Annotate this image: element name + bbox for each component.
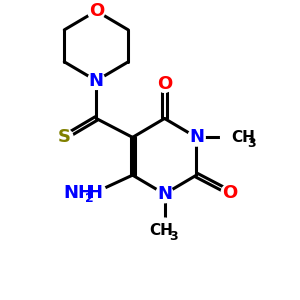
Text: NH: NH (63, 184, 93, 202)
Text: N: N (89, 72, 104, 90)
Text: N: N (157, 185, 172, 203)
Circle shape (224, 129, 242, 146)
Text: S: S (58, 128, 71, 146)
Circle shape (84, 182, 106, 204)
Circle shape (88, 72, 105, 89)
Circle shape (156, 185, 173, 203)
Text: CH: CH (231, 130, 255, 145)
Circle shape (152, 218, 177, 242)
Text: N: N (189, 128, 204, 146)
Circle shape (156, 222, 173, 239)
Text: CH: CH (149, 223, 173, 238)
Text: H: H (87, 184, 102, 202)
Circle shape (188, 129, 205, 146)
Text: 2: 2 (85, 193, 94, 206)
Circle shape (56, 129, 73, 146)
Circle shape (86, 184, 104, 201)
Text: 3: 3 (169, 230, 178, 243)
Circle shape (220, 125, 245, 150)
Circle shape (88, 2, 105, 20)
Text: 3: 3 (247, 137, 256, 150)
Circle shape (221, 184, 238, 201)
Text: O: O (222, 184, 238, 202)
Text: O: O (157, 75, 172, 93)
Circle shape (156, 75, 173, 92)
Text: O: O (88, 2, 104, 20)
